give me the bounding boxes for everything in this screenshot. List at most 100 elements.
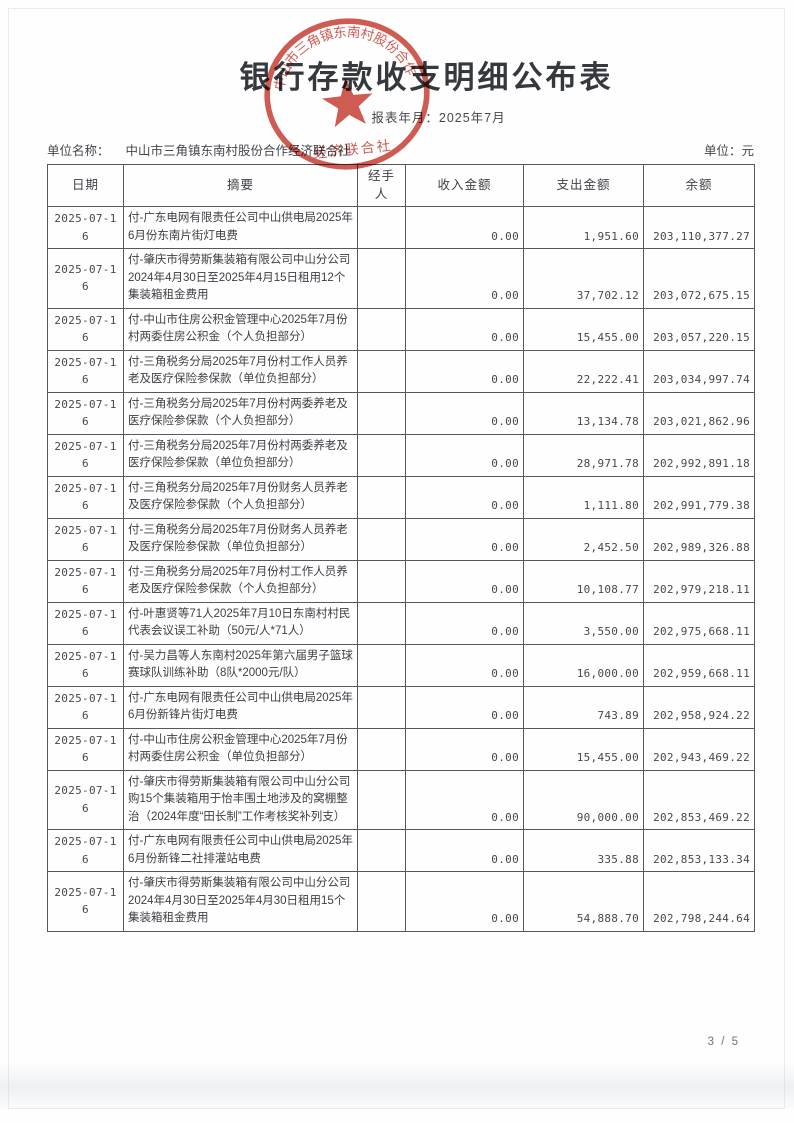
income-cell: 0.00	[405, 643, 524, 687]
summary-cell: 付-肇庆市得劳斯集装箱有限公司中山分公司购15个集装箱用于怡丰围土地涉及的窝棚整…	[123, 769, 358, 830]
balance-cell: 202,992,891.18	[643, 433, 755, 477]
table-row: 2025-07-16 付-吴力昌等人东南村2025年第六届男子篮球赛球队训练补助（…	[47, 643, 755, 687]
income-cell: 0.00	[405, 727, 524, 771]
handler-cell	[357, 433, 406, 477]
handler-cell	[357, 727, 406, 771]
expense-cell: 335.88	[523, 829, 644, 872]
expense-cell: 1,951.60	[523, 206, 644, 249]
summary-cell: 付-三角税务分局2025年7月份财务人员养老及医疗保险参保款（单位负担部分）	[123, 517, 358, 561]
expense-cell: 13,134.78	[523, 391, 644, 435]
header-date: 日期	[47, 164, 124, 207]
expense-cell: 743.89	[523, 685, 644, 729]
handler-cell	[357, 829, 406, 872]
expense-cell: 16,000.00	[523, 643, 644, 687]
date-cell: 2025-07-16	[47, 829, 124, 872]
report-period-label: 报表年月：	[371, 111, 439, 125]
document-content: 银行存款收支明细公布表 报表年月：2025年7月 单位名称： 中山市三角镇东南村股…	[47, 0, 755, 932]
summary-cell: 付-三角税务分局2025年7月份财务人员养老及医疗保险参保款（个人负担部分）	[123, 475, 358, 519]
summary-cell: 付-肇庆市得劳斯集装箱有限公司中山分公司2024年4月30日至2025年4月30…	[123, 871, 358, 932]
date-cell: 2025-07-16	[47, 559, 124, 603]
header-balance: 余额	[643, 164, 755, 207]
date-cell: 2025-07-16	[47, 727, 124, 771]
balance-cell: 202,943,469.22	[643, 727, 755, 771]
table-row: 2025-07-16 付-肇庆市得劳斯集装箱有限公司中山分公司2024年4月30日…	[47, 871, 755, 932]
expense-cell: 90,000.00	[523, 769, 644, 830]
handler-cell	[357, 475, 406, 519]
unit-name-label: 单位名称：	[47, 144, 110, 158]
report-period: 报表年月：2025年7月	[85, 107, 792, 126]
table-row: 2025-07-16 付-肇庆市得劳斯集装箱有限公司中山分公司购15个集装箱用于怡…	[47, 769, 755, 830]
handler-cell	[357, 685, 406, 729]
expense-cell: 2,452.50	[523, 517, 644, 561]
header-expense: 支出金额	[523, 164, 644, 207]
summary-cell: 付-叶惠贤等71人2025年7月10日东南村村民代表会议误工补助（50元/人*7…	[123, 601, 358, 645]
handler-cell	[357, 391, 406, 435]
date-cell: 2025-07-16	[47, 517, 124, 561]
expense-cell: 22,222.41	[523, 349, 644, 393]
expense-cell: 1,111.80	[523, 475, 644, 519]
summary-cell: 付-三角税务分局2025年7月份村工作人员养老及医疗保险参保款（个人负担部分）	[123, 559, 358, 603]
income-cell: 0.00	[405, 829, 524, 872]
income-cell: 0.00	[405, 559, 524, 603]
balance-cell: 202,958,924.22	[643, 685, 755, 729]
date-cell: 2025-07-16	[47, 601, 124, 645]
table-row: 2025-07-16 付-中山市住房公积金管理中心2025年7月份村两委住房公积金…	[47, 307, 755, 351]
table-row: 2025-07-16 付-肇庆市得劳斯集装箱有限公司中山分公司2024年4月30日…	[47, 248, 755, 309]
table-row: 2025-07-16 付-三角税务分局2025年7月份财务人员养老及医疗保险参保款…	[47, 517, 755, 561]
table-row: 2025-07-16 付-广东电网有限责任公司中山供电局2025年6月份新锋片街灯…	[47, 685, 755, 729]
page-number: 3 / 5	[707, 1036, 740, 1048]
income-cell: 0.00	[405, 685, 524, 729]
income-cell: 0.00	[405, 601, 524, 645]
table-header-row: 日期 摘要 经手人 收入金额 支出金额 余额	[47, 164, 755, 207]
balance-cell: 203,021,862.96	[643, 391, 755, 435]
expense-cell: 10,108.77	[523, 559, 644, 603]
income-cell: 0.00	[405, 517, 524, 561]
date-cell: 2025-07-16	[47, 248, 124, 309]
summary-cell: 付-三角税务分局2025年7月份村两委养老及医疗保险参保款（个人负担部分）	[123, 391, 358, 435]
balance-cell: 202,853,133.34	[643, 829, 755, 872]
balance-cell: 202,979,218.11	[643, 559, 755, 603]
summary-cell: 付-肇庆市得劳斯集装箱有限公司中山分公司2024年4月30日至2025年4月15…	[123, 248, 358, 309]
balance-cell: 202,959,668.11	[643, 643, 755, 687]
handler-cell	[357, 601, 406, 645]
summary-cell: 付-吴力昌等人东南村2025年第六届男子篮球赛球队训练补助（8队*2000元/队…	[123, 643, 358, 687]
summary-cell: 付-广东电网有限责任公司中山供电局2025年6月份东南片街灯电费	[123, 206, 358, 249]
header-income: 收入金额	[405, 164, 524, 207]
handler-cell	[357, 643, 406, 687]
page-title: 银行存款收支明细公布表	[239, 60, 614, 95]
balance-cell: 203,072,675.15	[643, 248, 755, 309]
expense-cell: 15,455.00	[523, 307, 644, 351]
date-cell: 2025-07-16	[47, 871, 124, 932]
balance-cell: 203,110,377.27	[643, 206, 755, 249]
header-summary: 摘要	[123, 164, 358, 207]
table-row: 2025-07-16 付-叶惠贤等71人2025年7月10日东南村村民代表会议误工…	[47, 601, 755, 645]
expense-cell: 28,971.78	[523, 433, 644, 477]
income-cell: 0.00	[405, 248, 524, 309]
handler-cell	[357, 307, 406, 351]
expense-cell: 3,550.00	[523, 601, 644, 645]
report-period-value: 2025年7月	[438, 111, 506, 125]
table-row: 2025-07-16 付-广东电网有限责任公司中山供电局2025年6月份新锋二社排…	[47, 829, 755, 872]
date-cell: 2025-07-16	[47, 307, 124, 351]
table-row: 2025-07-16 付-三角税务分局2025年7月份村两委养老及医疗保险参保款（…	[47, 391, 755, 435]
date-cell: 2025-07-16	[47, 433, 124, 477]
date-cell: 2025-07-16	[47, 206, 124, 249]
income-cell: 0.00	[405, 206, 524, 249]
table-row: 2025-07-16 付-广东电网有限责任公司中山供电局2025年6月份东南片街灯…	[47, 206, 755, 249]
balance-cell: 203,034,997.74	[643, 349, 755, 393]
income-cell: 0.00	[405, 769, 524, 830]
expense-cell: 37,702.12	[523, 248, 644, 309]
table-row: 2025-07-16 付-中山市住房公积金管理中心2025年7月份村两委住房公积金…	[47, 727, 755, 771]
unit-name-group: 单位名称： 中山市三角镇东南村股份合作经济联合社	[47, 140, 351, 159]
date-cell: 2025-07-16	[47, 685, 124, 729]
balance-cell: 202,975,668.11	[643, 601, 755, 645]
balance-cell: 203,057,220.15	[643, 307, 755, 351]
balance-cell: 202,798,244.64	[643, 871, 755, 932]
handler-cell	[357, 206, 406, 249]
income-cell: 0.00	[405, 349, 524, 393]
summary-cell: 付-广东电网有限责任公司中山供电局2025年6月份新锋二社排灌站电费	[123, 829, 358, 872]
income-cell: 0.00	[405, 307, 524, 351]
summary-cell: 付-三角税务分局2025年7月份村两委养老及医疗保险参保款（单位负担部分）	[123, 433, 358, 477]
currency-unit: 单位：元	[703, 144, 754, 158]
summary-cell: 付-中山市住房公积金管理中心2025年7月份村两委住房公积金（单位负担部分）	[123, 727, 358, 771]
